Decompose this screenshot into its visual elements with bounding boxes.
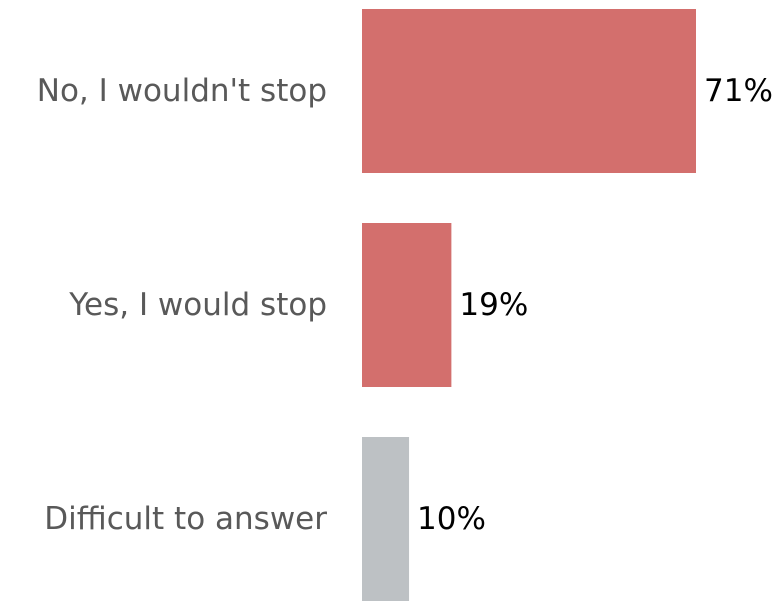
- bar: [362, 223, 452, 387]
- category-label: Yes, I would stop: [68, 287, 327, 323]
- category-label: Difficult to answer: [44, 501, 327, 537]
- bar: [362, 9, 696, 173]
- data-label: 71%: [704, 73, 773, 109]
- bar: [362, 437, 410, 601]
- data-label: 19%: [459, 287, 528, 323]
- data-label: 10%: [417, 501, 486, 537]
- category-label: No, I wouldn't stop: [37, 73, 327, 109]
